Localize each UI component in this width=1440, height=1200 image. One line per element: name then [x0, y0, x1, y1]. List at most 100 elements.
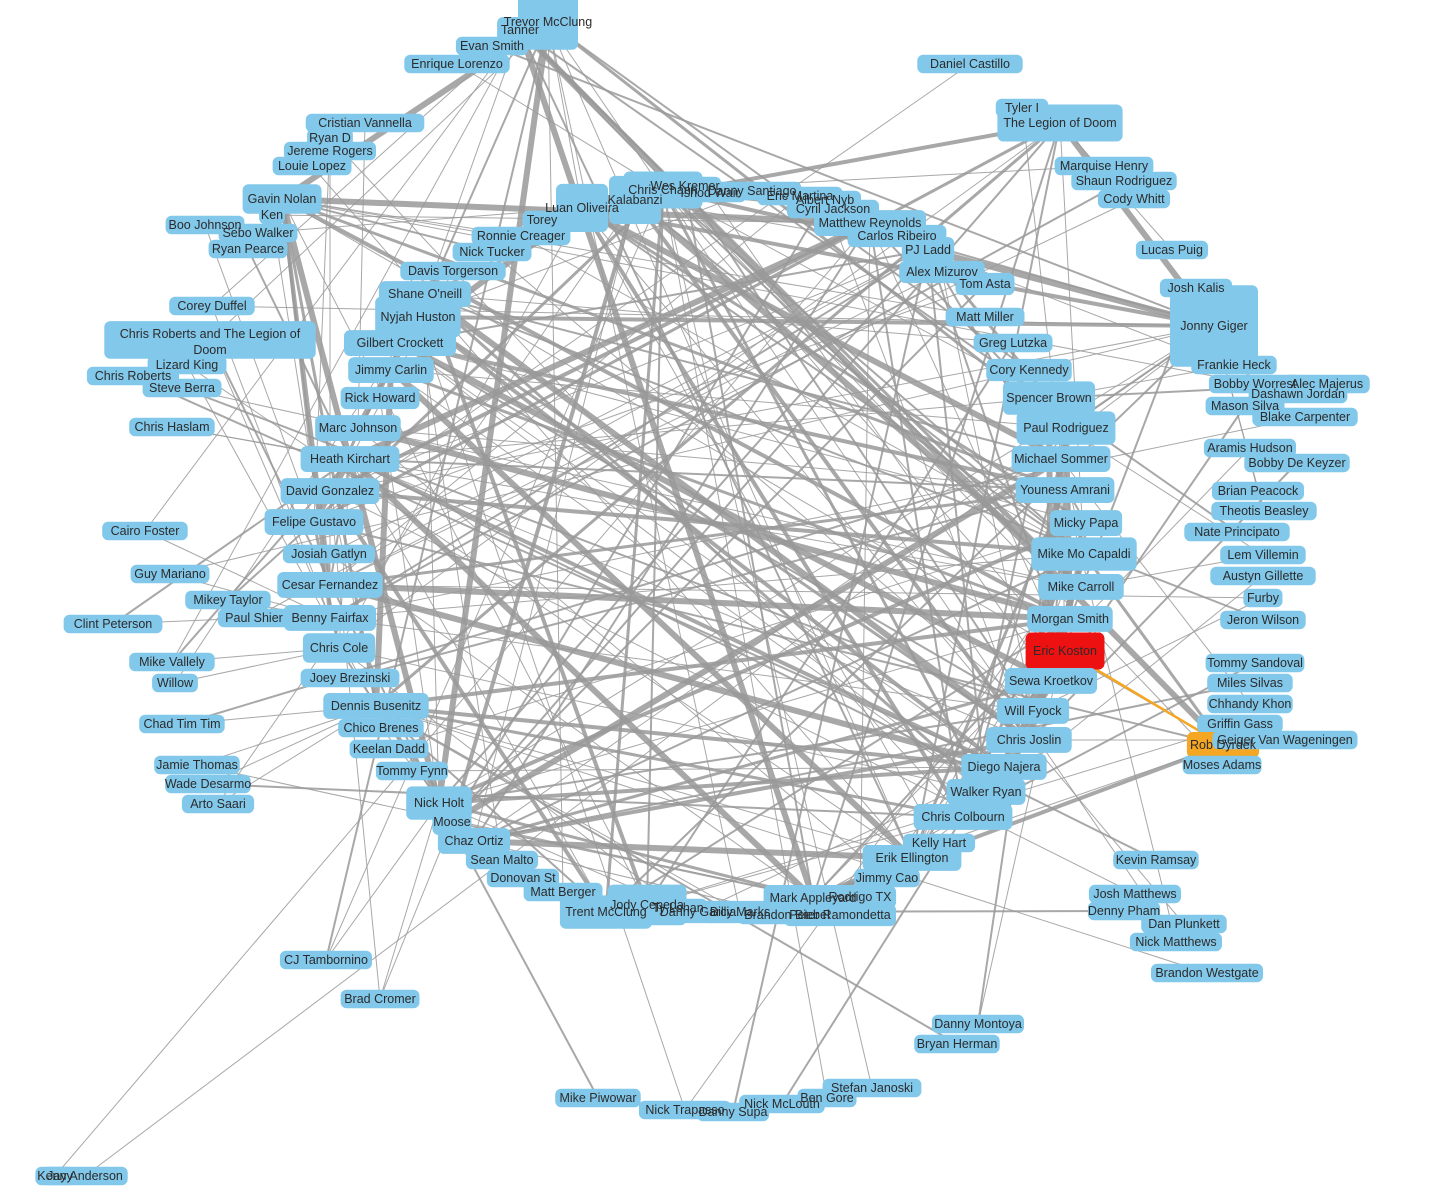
- svg-text:Felipe Gustavo: Felipe Gustavo: [272, 515, 356, 529]
- svg-text:Dan Plunkett: Dan Plunkett: [1148, 917, 1220, 931]
- svg-text:Benny Fairfax: Benny Fairfax: [291, 611, 369, 625]
- svg-text:Moose: Moose: [433, 815, 471, 829]
- svg-text:Micky Papa: Micky Papa: [1054, 516, 1119, 530]
- svg-text:PJ Ladd: PJ Ladd: [905, 243, 951, 257]
- svg-text:Shane O'neill: Shane O'neill: [388, 287, 462, 301]
- svg-text:Chico Brenes: Chico Brenes: [343, 721, 418, 735]
- svg-text:Chad Tim Tim: Chad Tim Tim: [143, 717, 220, 731]
- svg-text:Nick Tucker: Nick Tucker: [459, 245, 524, 259]
- svg-text:Chris Cole: Chris Cole: [310, 641, 368, 655]
- svg-text:Denny Pham: Denny Pham: [1088, 904, 1160, 918]
- svg-text:Brian Peacock: Brian Peacock: [1218, 484, 1299, 498]
- svg-text:Tyler I: Tyler I: [1005, 101, 1039, 115]
- svg-text:Shaun Rodriguez: Shaun Rodriguez: [1076, 174, 1173, 188]
- svg-text:Nate Principato: Nate Principato: [1194, 525, 1280, 539]
- svg-text:Greg Lutzka: Greg Lutzka: [979, 336, 1047, 350]
- svg-text:Trent McClung: Trent McClung: [565, 905, 647, 919]
- svg-text:Cory Kennedy: Cory Kennedy: [989, 363, 1069, 377]
- svg-text:Michael Sommer: Michael Sommer: [1014, 452, 1108, 466]
- svg-text:Willow: Willow: [157, 676, 194, 690]
- svg-text:Walker Ryan: Walker Ryan: [950, 785, 1021, 799]
- svg-text:Kelly Hart: Kelly Hart: [912, 836, 967, 850]
- svg-text:Mike Mo Capaldi: Mike Mo Capaldi: [1037, 547, 1130, 561]
- svg-text:Josiah Gatlyn: Josiah Gatlyn: [291, 547, 367, 561]
- svg-text:Brandon Westgate: Brandon Westgate: [1155, 966, 1258, 980]
- svg-text:Chhandy Khon: Chhandy Khon: [1209, 697, 1292, 711]
- svg-text:Wade Desarmo: Wade Desarmo: [165, 777, 251, 791]
- svg-text:Kevin Ramsay: Kevin Ramsay: [1116, 853, 1197, 867]
- svg-text:Ken: Ken: [261, 208, 283, 222]
- svg-text:Brad Cromer: Brad Cromer: [344, 992, 416, 1006]
- svg-text:Ryan D: Ryan D: [309, 131, 351, 145]
- svg-text:Nyjah Huston: Nyjah Huston: [380, 310, 455, 324]
- svg-text:Arto Saari: Arto Saari: [190, 797, 246, 811]
- svg-text:Jimmy Carlin: Jimmy Carlin: [355, 363, 427, 377]
- svg-text:Steve Berra: Steve Berra: [149, 381, 215, 395]
- svg-text:Blake Carpenter: Blake Carpenter: [1260, 410, 1350, 424]
- svg-text:Tom Asta: Tom Asta: [959, 277, 1010, 291]
- svg-text:Matt Berger: Matt Berger: [530, 885, 595, 899]
- svg-text:Mark Appleyard: Mark Appleyard: [770, 891, 857, 905]
- svg-text:Mike Carroll: Mike Carroll: [1048, 580, 1115, 594]
- svg-text:Cairo Foster: Cairo Foster: [111, 524, 180, 538]
- svg-text:Paul Rodriguez: Paul Rodriguez: [1023, 421, 1108, 435]
- svg-text:Marc Johnson: Marc Johnson: [319, 421, 398, 435]
- svg-text:Marquise Henry: Marquise Henry: [1060, 159, 1149, 173]
- svg-text:Clint Peterson: Clint Peterson: [74, 617, 153, 631]
- svg-text:Will Fyock: Will Fyock: [1005, 704, 1063, 718]
- svg-text:Jonny Giger: Jonny Giger: [1180, 319, 1247, 333]
- svg-text:Cesar Fernandez: Cesar Fernandez: [282, 578, 379, 592]
- svg-text:Tommy Sandoval: Tommy Sandoval: [1207, 656, 1303, 670]
- svg-text:Geiger Van Wageningen: Geiger Van Wageningen: [1217, 733, 1353, 747]
- svg-text:Alec Majerus: Alec Majerus: [1291, 377, 1363, 391]
- svg-text:Doom: Doom: [193, 343, 226, 357]
- svg-text:Bryan Herman: Bryan Herman: [917, 1037, 998, 1051]
- svg-text:Trevor McClung: Trevor McClung: [504, 15, 592, 29]
- svg-text:Chris Haslam: Chris Haslam: [134, 420, 209, 434]
- svg-text:Morgan Smith: Morgan Smith: [1031, 612, 1109, 626]
- svg-text:Corey Duffel: Corey Duffel: [177, 299, 246, 313]
- svg-text:Ryan Pearce: Ryan Pearce: [212, 242, 284, 256]
- svg-text:Griffin Gass: Griffin Gass: [1207, 717, 1273, 731]
- svg-text:Joey Brezinski: Joey Brezinski: [310, 671, 391, 685]
- svg-text:Torey: Torey: [527, 213, 558, 227]
- svg-text:Eric Koston: Eric Koston: [1033, 644, 1097, 658]
- svg-text:Gilbert Crockett: Gilbert Crockett: [357, 336, 444, 350]
- svg-text:Sebo Walker: Sebo Walker: [222, 226, 293, 240]
- svg-text:Diego Najera: Diego Najera: [968, 760, 1041, 774]
- svg-text:Jay Anderson: Jay Anderson: [47, 1169, 123, 1183]
- svg-text:Donovan St: Donovan St: [490, 871, 556, 885]
- svg-text:Frankie Heck: Frankie Heck: [1197, 358, 1271, 372]
- svg-text:Chris Roberts and The Legion o: Chris Roberts and The Legion of: [120, 327, 301, 341]
- svg-text:Jeron Wilson: Jeron Wilson: [1227, 613, 1299, 627]
- svg-text:Louie Lopez: Louie Lopez: [278, 159, 346, 173]
- svg-text:Spencer Brown: Spencer Brown: [1006, 391, 1092, 405]
- svg-text:Evan Smith: Evan Smith: [460, 39, 524, 53]
- svg-text:Miles Silvas: Miles Silvas: [1217, 676, 1283, 690]
- svg-text:Chris Colbourn: Chris Colbourn: [921, 810, 1004, 824]
- svg-text:Sean Malto: Sean Malto: [470, 853, 533, 867]
- svg-text:Sewa Kroetkov: Sewa Kroetkov: [1009, 674, 1094, 688]
- svg-text:Mike Piwowar: Mike Piwowar: [559, 1091, 636, 1105]
- svg-text:Gavin Nolan: Gavin Nolan: [248, 192, 317, 206]
- svg-text:Nick Matthews: Nick Matthews: [1135, 935, 1216, 949]
- svg-text:Ronnie Creager: Ronnie Creager: [477, 229, 565, 243]
- svg-text:Jimmy Cao: Jimmy Cao: [856, 871, 919, 885]
- svg-text:Carlos Ribeiro: Carlos Ribeiro: [857, 229, 936, 243]
- svg-text:Daniel Castillo: Daniel Castillo: [930, 57, 1010, 71]
- svg-text:Bobby De Keyzer: Bobby De Keyzer: [1248, 456, 1345, 470]
- svg-text:Keelan Dadd: Keelan Dadd: [353, 742, 425, 756]
- svg-text:Chaz Ortiz: Chaz Ortiz: [444, 834, 503, 848]
- svg-text:Enrique Lorenzo: Enrique Lorenzo: [411, 57, 503, 71]
- svg-text:Matt Miller: Matt Miller: [956, 310, 1014, 324]
- svg-text:CJ Tambornino: CJ Tambornino: [284, 953, 368, 967]
- svg-text:Jamie Thomas: Jamie Thomas: [156, 758, 238, 772]
- svg-text:Paul Shier: Paul Shier: [225, 611, 283, 625]
- svg-text:Rick Howard: Rick Howard: [345, 391, 416, 405]
- svg-text:Josh Matthews: Josh Matthews: [1093, 887, 1176, 901]
- svg-text:Davis Torgerson: Davis Torgerson: [408, 264, 498, 278]
- svg-text:Jereme Rogers: Jereme Rogers: [287, 144, 372, 158]
- svg-text:Erik Ellington: Erik Ellington: [876, 851, 949, 865]
- svg-text:Cody Whitt: Cody Whitt: [1103, 192, 1165, 206]
- svg-text:Austyn Gillette: Austyn Gillette: [1223, 569, 1304, 583]
